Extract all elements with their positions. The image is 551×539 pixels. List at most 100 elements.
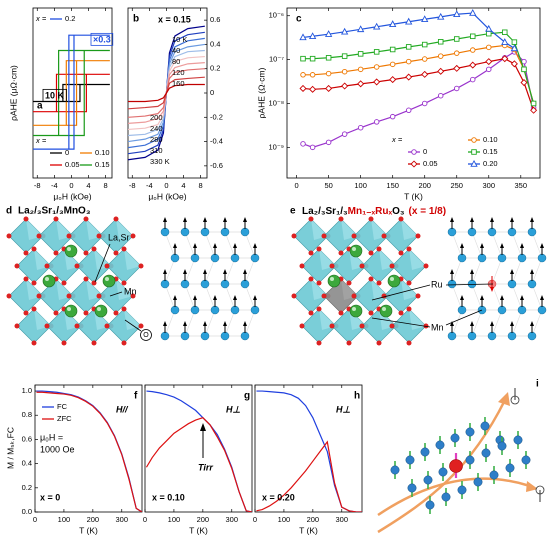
- legend-label: 0: [423, 147, 427, 156]
- series-line: [33, 60, 110, 126]
- annotation: x = 0: [40, 492, 60, 502]
- a-site-shine: [45, 277, 49, 281]
- spin-head: [213, 295, 217, 300]
- oxygen: [36, 293, 42, 299]
- oxygen: [61, 340, 67, 346]
- oxygen: [23, 276, 29, 282]
- bond: [491, 309, 503, 337]
- y-tick-label: 10⁻⁷: [269, 55, 284, 64]
- bond: [491, 283, 503, 311]
- bond: [531, 283, 543, 311]
- x-tick-label: -4: [146, 181, 153, 190]
- crystal-e: [291, 216, 547, 346]
- a-site: [349, 244, 363, 258]
- spin-site: [537, 253, 547, 263]
- spin-site: [487, 227, 497, 237]
- spin-site: [160, 331, 170, 341]
- spin-site: [190, 253, 200, 263]
- oxygen: [121, 246, 127, 252]
- legend-label: 0.2: [65, 14, 75, 23]
- bond: [224, 257, 236, 285]
- oxygen: [83, 250, 89, 256]
- spin-site: [527, 279, 537, 289]
- marker: [373, 22, 381, 30]
- panel-title: La₂/₃Sr₁/₃Mn₁₋ₓRuₓO₃ (x = 1/8): [302, 206, 446, 217]
- marker: [469, 33, 476, 40]
- spin-site: [390, 465, 400, 475]
- marker: [300, 72, 306, 78]
- oxygen: [130, 233, 136, 239]
- marker: [325, 55, 332, 61]
- spin-site: [517, 253, 527, 263]
- oxygen: [53, 250, 59, 256]
- spin-site: [190, 305, 200, 315]
- legend-label: 120: [172, 68, 185, 77]
- spin-head: [203, 269, 207, 274]
- bond: [471, 283, 483, 311]
- oxygen: [121, 280, 127, 286]
- x-tick-label: 200: [197, 515, 210, 524]
- y-tick-label: 1.0: [22, 386, 32, 395]
- legend-label: 280: [150, 135, 163, 144]
- oxygen: [316, 246, 322, 252]
- marker: [530, 100, 537, 107]
- annotation: 1000 Oe: [40, 444, 75, 454]
- annotation: H⊥: [226, 404, 240, 414]
- x-tick-label: 300: [483, 181, 496, 190]
- oxygen: [44, 263, 50, 269]
- x-tick-label: 200: [307, 515, 320, 524]
- oxygen: [368, 310, 374, 316]
- marker: [421, 100, 428, 107]
- marker: [405, 107, 412, 114]
- oxygen: [113, 216, 119, 222]
- marker: [373, 49, 380, 55]
- marker: [405, 17, 413, 25]
- plot-frame: [254, 384, 363, 513]
- bond: [471, 309, 483, 337]
- spin-head: [193, 243, 197, 248]
- spin-head: [500, 243, 504, 248]
- oxygen: [96, 233, 102, 239]
- oxygen: [338, 250, 344, 256]
- site-label: Mn: [431, 322, 444, 332]
- spin-site: [481, 448, 491, 458]
- marker: [325, 84, 333, 92]
- spin-site: [200, 331, 210, 341]
- spin-head: [450, 269, 454, 274]
- spin-head: [203, 217, 207, 222]
- oxygen: [130, 293, 136, 299]
- oxygen: [398, 250, 404, 256]
- legend-label: 40: [172, 46, 180, 55]
- panel-letter: a: [37, 101, 43, 112]
- spin-site: [407, 483, 417, 493]
- marker: [421, 15, 429, 23]
- oxygen: [23, 310, 29, 316]
- bond: [471, 257, 483, 285]
- annotation: H//: [116, 404, 129, 414]
- spin-site: [447, 331, 457, 341]
- legend-label: 0.10: [483, 135, 498, 144]
- marker: [453, 10, 461, 18]
- panel-letter: d: [6, 206, 12, 217]
- oxygen: [338, 216, 344, 222]
- bond: [204, 283, 216, 311]
- x-tick-label: 4: [181, 181, 185, 190]
- oxygen: [299, 323, 305, 329]
- title-part: Mn₁₋ₓRuₓ: [348, 206, 393, 217]
- oxygen: [368, 216, 374, 222]
- spin-site: [220, 279, 230, 289]
- oxygen: [316, 340, 322, 346]
- octahedron-face: [116, 219, 133, 240]
- bond: [204, 309, 216, 337]
- legend-label: 10 K: [172, 35, 187, 44]
- marker: [502, 29, 508, 36]
- bond: [184, 309, 196, 337]
- oxygen: [406, 246, 412, 252]
- marker: [421, 41, 428, 48]
- title-part: La₂/₃Sr₁/₃: [302, 206, 348, 217]
- bond: [204, 231, 216, 259]
- y-tick-label: 0.6: [210, 15, 220, 24]
- legend-label: 0.15: [95, 160, 110, 169]
- marker: [469, 76, 476, 83]
- x-tick-label: 0: [164, 181, 168, 190]
